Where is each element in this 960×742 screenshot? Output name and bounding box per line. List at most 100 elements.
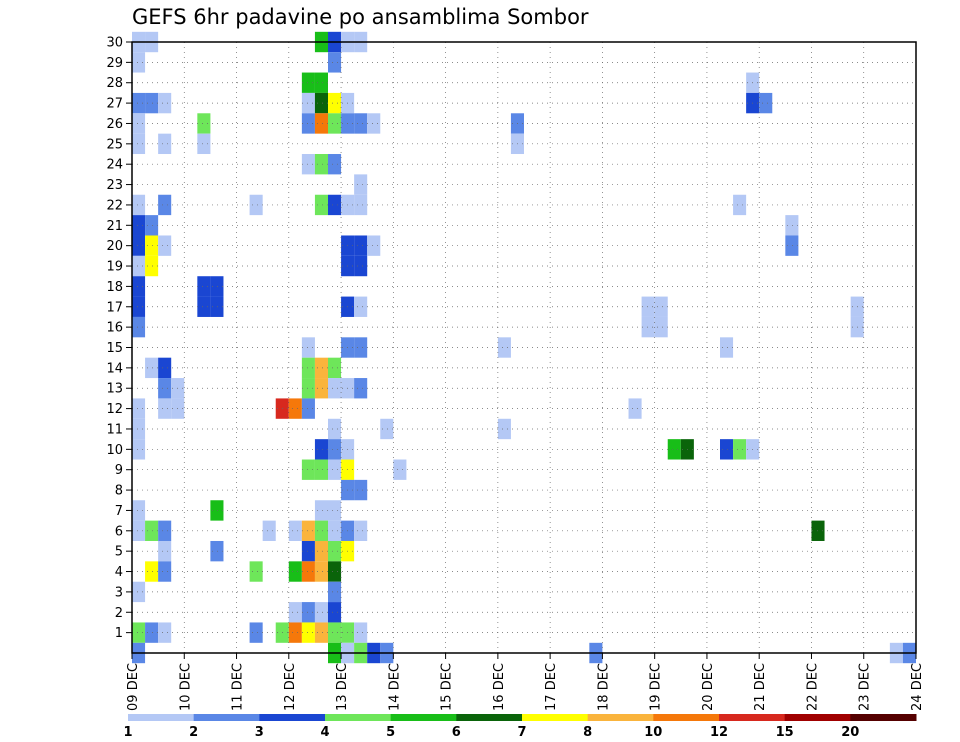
heatmap-cell [314, 113, 328, 134]
heatmap-cell [210, 500, 224, 521]
heatmap-cell [132, 500, 146, 521]
heatmap-cell [132, 581, 146, 603]
heatmap-cell [301, 72, 315, 93]
grid-lines [132, 42, 916, 653]
colorbar-swatch [587, 714, 654, 721]
heatmap-cell [132, 194, 146, 216]
heatmap-cell [158, 235, 172, 256]
heatmap-cell [328, 378, 342, 399]
heatmap-cell [314, 622, 328, 643]
heatmap-cell [720, 337, 734, 358]
heatmap-cell [210, 540, 224, 562]
heatmap-cell [158, 398, 172, 419]
heatmap-cell [158, 92, 172, 114]
heatmap-cell [301, 459, 315, 480]
colorbar-swatch [850, 714, 917, 721]
colorbar-legend: 1 2 3 4 5 6 7 8 10 12 15 20 [123, 714, 917, 740]
heatmap-cell [641, 296, 655, 317]
x-tick-label: 11 DEC [231, 663, 246, 711]
x-tick-label: 23 DEC [858, 663, 873, 711]
heatmap-cell [641, 316, 655, 338]
y-tick-label: 10 [106, 443, 123, 458]
heatmap-cell [314, 540, 328, 562]
y-tick-label: 13 [106, 382, 123, 397]
heatmap-cell [354, 479, 368, 501]
heatmap-cell [314, 72, 328, 93]
heatmap-cell [145, 520, 159, 541]
y-tick-label: 21 [106, 219, 123, 234]
y-tick-label: 27 [106, 97, 123, 112]
y-tick-label: 26 [106, 117, 123, 132]
heatmap-cell [132, 113, 146, 134]
heatmap-cell [733, 194, 747, 216]
heatmap-cell [328, 113, 342, 134]
y-tick-label: 28 [106, 76, 123, 91]
colorbar-label: 4 [320, 725, 329, 740]
heatmap-cell [720, 439, 734, 460]
heatmap-cell [301, 337, 315, 358]
y-tick-label: 12 [106, 402, 123, 417]
x-tick-label: 22 DEC [806, 663, 821, 711]
y-axis: 1234567891011121314151617181920212223242… [106, 36, 132, 641]
heatmap-cell [380, 418, 394, 440]
heatmap-cell [249, 622, 263, 643]
heatmap-cell [314, 459, 328, 480]
colorbar-swatch [719, 714, 786, 721]
heatmap-cell [354, 337, 368, 358]
colorbar-label: 2 [189, 725, 198, 740]
y-tick-label: 17 [106, 300, 123, 315]
y-tick-label: 9 [115, 463, 123, 478]
heatmap-cell [328, 500, 342, 521]
heatmap-cell [314, 92, 328, 114]
heatmap-cell [132, 296, 146, 317]
heatmap-cell [132, 398, 146, 419]
heatmap-cell [354, 378, 368, 399]
colorbar-swatch [522, 714, 589, 721]
x-tick-label: 09 DEC [126, 663, 141, 711]
y-tick-label: 29 [106, 56, 123, 71]
colorbar-label: 10 [644, 725, 662, 740]
colorbar-swatch [325, 714, 392, 721]
colorbar-label: 7 [517, 725, 526, 740]
colorbar-swatch [456, 714, 523, 721]
x-tick-label: 16 DEC [492, 663, 507, 711]
heatmap-cell [314, 500, 328, 521]
heatmap-cell [301, 622, 315, 643]
y-tick-label: 3 [115, 585, 123, 600]
heatmap-cell [288, 520, 302, 541]
x-tick-label: 12 DEC [283, 663, 298, 711]
heatmap-cell [288, 602, 302, 623]
heatmap-cell [328, 92, 342, 114]
heatmap-cell [132, 316, 146, 338]
heatmap-cell [145, 92, 159, 114]
heatmap-cell [785, 235, 799, 256]
y-tick-label: 22 [106, 198, 123, 213]
heatmap-cell [158, 561, 172, 582]
x-tick-label: 20 DEC [701, 663, 716, 711]
heatmap-cell [314, 439, 328, 460]
heatmap-cell [497, 418, 511, 440]
heatmap-cell [158, 520, 172, 541]
heatmap-cell [158, 133, 172, 155]
heatmap-cell [314, 602, 328, 623]
heatmap-cell [759, 92, 773, 114]
heatmap-cell [132, 133, 146, 155]
heatmap-cell [301, 378, 315, 399]
heatmap-cell [249, 194, 263, 216]
heatmap-cell [314, 378, 328, 399]
heatmap-cell [301, 520, 315, 541]
heatmap-cell [197, 133, 211, 155]
x-tick-label: 19 DEC [649, 663, 664, 711]
heatmap-cell [132, 255, 146, 277]
heatmap-cell [367, 235, 381, 256]
heatmap-cell [328, 581, 342, 603]
heatmap-cell [654, 296, 668, 317]
x-tick-label: 17 DEC [544, 663, 559, 711]
y-tick-label: 24 [106, 158, 123, 173]
x-axis: 09 DEC 10 DEC 11 DEC 12 DEC 13 DEC 14 DEC 15 D… [126, 653, 925, 711]
heatmap-cell [354, 622, 368, 643]
heatmap-cell [145, 215, 159, 236]
heatmap-cell [733, 439, 747, 460]
heatmap-cell [628, 398, 642, 419]
heatmap-cell [132, 92, 146, 114]
